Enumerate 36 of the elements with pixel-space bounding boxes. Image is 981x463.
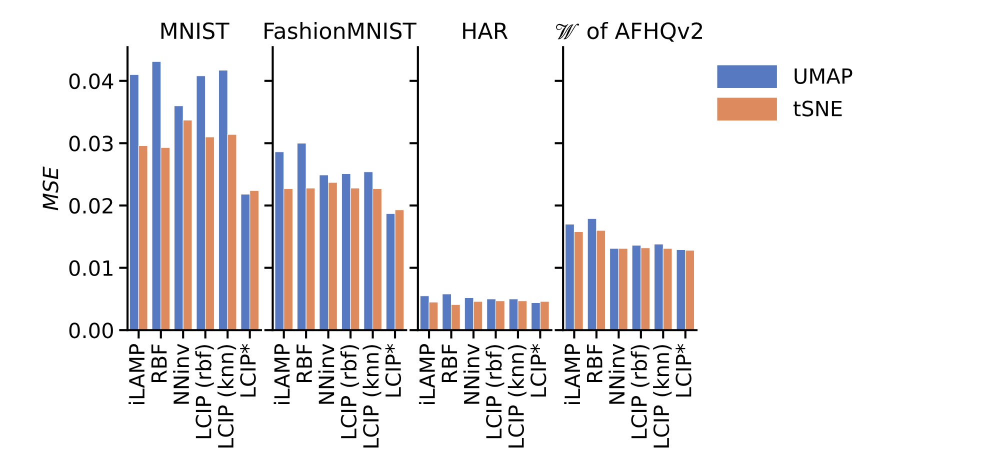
x-tick-label: LCIP (knn) [218,345,236,448]
chart-title: HAR [463,22,508,39]
y-axis-title: MSE [42,166,58,210]
x-tick-label: LCIP (knn) [362,345,382,448]
x-tick-label: iLAMP [128,344,144,404]
x-tick-label: RBF [587,344,602,382]
y-tick-label: 0.04 [69,73,114,90]
x-tick-label: NNinv [318,344,334,404]
x-tick-label: RBF [442,344,458,382]
y-tick-label: 0.00 [69,322,113,338]
x-tick-label: LCIP* [676,344,692,397]
y-tick-label: 0.01 [69,260,112,276]
x-tick-label: iLAMP [418,344,435,404]
x-tick-label: LCIP (knn) [508,345,526,448]
y-tick-label: 0.03 [69,136,113,152]
x-tick-label: NNinv [173,344,189,404]
legend-label: tSNE [793,100,842,116]
x-tick-label: LCIP* [385,344,402,397]
x-tick-label: iLAMP [274,344,290,404]
x-tick-label: RBF [296,344,312,382]
x-tick-label: NNinv [463,344,480,404]
chart-title: MNIST [161,22,230,40]
x-tick-label: iLAMP [564,344,580,404]
x-tick-label: LCIP* [240,344,256,397]
y-tick-label: 0.02 [69,198,112,214]
x-tick-label: LCIP (knn) [653,345,672,448]
x-tick-label: NNinv [608,344,624,404]
x-tick-label: LCIP* [530,344,546,397]
x-tick-label: RBF [151,344,167,382]
x-tick-label: LCIP (rbf) [630,345,650,438]
chart-title: 𝒲 of AFHQv2 [556,22,702,42]
legend-label: UMAP [794,68,852,84]
chart-title: FashionMNIST [264,22,416,40]
x-tick-label: LCIP (rbf) [195,345,214,438]
x-tick-label: LCIP (rbf) [340,345,360,438]
x-tick-label: LCIP (rbf) [486,345,504,438]
